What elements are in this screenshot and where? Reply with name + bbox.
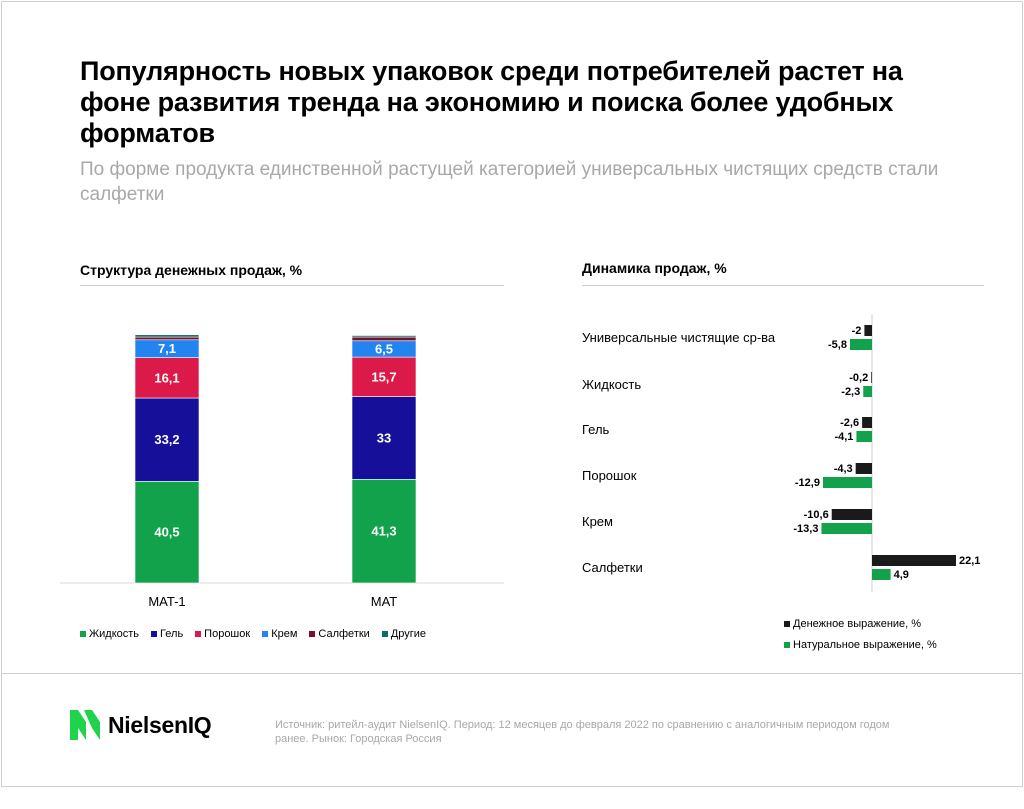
legend-label: Жидкость bbox=[89, 628, 140, 640]
dynamics-legend: Денежное выражение, % Натуральное выражен… bbox=[784, 618, 937, 651]
dynamics-bar bbox=[863, 386, 872, 397]
brand-name: NielsenIQ bbox=[108, 711, 212, 738]
dynamics-chart: -2 -5,8 -0,2 -2,3 -2,6 -4,1 -4,3 -12,9 -10,6 -13,… bbox=[793, 314, 980, 592]
dynamics-value-label: -2,6 bbox=[840, 417, 859, 429]
stack-value-label: 33,2 bbox=[154, 432, 179, 447]
legend-label: Порошок bbox=[204, 628, 251, 640]
stack-value-label: 7,1 bbox=[158, 341, 176, 356]
stack-value-label: 40,5 bbox=[154, 525, 179, 540]
legend-swatch bbox=[80, 631, 86, 637]
nielseniq-logo-icon bbox=[70, 710, 100, 740]
legend-swatch bbox=[381, 631, 388, 637]
stack-segment bbox=[134, 481, 200, 584]
dynamics-value-label: -2,3 bbox=[841, 386, 860, 398]
dynamics-value-label: 4,9 bbox=[894, 569, 909, 581]
dynamics-value-label: -4,1 bbox=[834, 431, 853, 443]
dynamics-bar bbox=[864, 325, 872, 336]
dynamics-chart-divider bbox=[582, 285, 984, 286]
y-category-label: Универсальные чистящие ср-ва bbox=[582, 330, 776, 345]
source-note: Источник: ритейл-аудит NielsenIQ. Период… bbox=[275, 719, 890, 745]
dynamics-bar bbox=[821, 523, 872, 534]
stack-segment bbox=[134, 334, 200, 338]
dynamics-value-label: -10,6 bbox=[804, 509, 829, 521]
stack-value-label: 41,3 bbox=[371, 524, 396, 539]
dynamics-value-label: -12,9 bbox=[795, 477, 820, 489]
legend-label: Гель bbox=[160, 628, 184, 640]
dynamics-chart-title: Динамика продаж, % bbox=[582, 260, 727, 276]
stack-segment bbox=[351, 396, 417, 480]
dynamics-value-label: -2 bbox=[852, 325, 862, 337]
legend-item: Порошок bbox=[195, 628, 250, 640]
y-category-label: Порошок bbox=[582, 468, 637, 483]
page: Популярность новых упаковок среди потреб… bbox=[1, 1, 1023, 787]
y-category-label: Салфетки bbox=[582, 560, 643, 575]
dynamics-value-label: -4,3 bbox=[834, 463, 853, 475]
structure-chart: 40,5 33,2 16,1 7,1 MAT-1 41,3 33 15,7 6,5 MAT bbox=[60, 334, 504, 609]
brand-logo: NielsenIQ bbox=[68, 708, 212, 742]
dynamics-bar bbox=[872, 569, 891, 580]
stack-segment bbox=[134, 357, 200, 399]
legend-swatch bbox=[262, 631, 269, 637]
dynamics-bar bbox=[822, 477, 872, 488]
dynamics-bar bbox=[856, 431, 872, 442]
dynamics-bar bbox=[871, 372, 873, 383]
legend-item: Гель bbox=[151, 628, 183, 640]
structure-legend: Жидкость Гель Порошок Крем Салфетки Другие bbox=[80, 628, 426, 640]
dynamics-bar bbox=[831, 509, 872, 520]
structure-chart-divider bbox=[80, 285, 504, 286]
dynamics-bar bbox=[849, 339, 872, 350]
legend-label: Другие bbox=[390, 628, 427, 640]
legend-item: Денежное выражение, % bbox=[784, 618, 937, 630]
legend-label: Салфетки bbox=[318, 628, 370, 640]
structure-chart-title: Структура денежных продаж, % bbox=[80, 262, 303, 278]
legend-label: Крем bbox=[271, 628, 298, 640]
legend-item: Натуральное выражение, % bbox=[784, 639, 937, 651]
dynamics-bar bbox=[855, 463, 872, 474]
stack-value-label: 6,5 bbox=[375, 341, 393, 356]
y-category-label: Крем bbox=[582, 514, 613, 529]
page-subtitle: По форме продукта единственной растущей … bbox=[80, 159, 939, 205]
legend-item: Крем bbox=[262, 628, 297, 640]
legend-swatch bbox=[784, 621, 790, 627]
legend-label: Натуральное выражение, % bbox=[793, 639, 937, 651]
stack-value-label: 33 bbox=[377, 430, 391, 445]
stack-segment bbox=[134, 397, 200, 482]
legend-swatch bbox=[195, 631, 202, 637]
stack-segment bbox=[351, 356, 417, 397]
dynamics-value-label: -5,8 bbox=[828, 339, 847, 351]
stack-value-label: 15,7 bbox=[371, 369, 396, 384]
dynamics-value-label: -0,2 bbox=[849, 372, 868, 384]
legend-item: Салфетки bbox=[309, 628, 370, 640]
dynamics-value-label: 22,1 bbox=[959, 555, 980, 567]
dynamics-bar bbox=[862, 417, 872, 428]
stack-segment bbox=[351, 335, 417, 338]
legend-swatch bbox=[151, 631, 158, 637]
legend-item: Жидкость bbox=[80, 628, 139, 640]
legend-label: Денежное выражение, % bbox=[793, 618, 922, 630]
stack-value-label: 16,1 bbox=[154, 370, 179, 385]
legend-swatch bbox=[309, 631, 316, 637]
x-tick-label: MAT bbox=[371, 594, 398, 609]
dynamics-value-label: -13,3 bbox=[793, 523, 818, 535]
page-title: Популярность новых упаковок среди потреб… bbox=[80, 56, 903, 148]
footer-divider bbox=[2, 673, 1022, 674]
y-category-label: Жидкость bbox=[582, 377, 642, 392]
y-category-label: Гель bbox=[582, 422, 610, 437]
legend-item: Другие bbox=[381, 628, 427, 640]
legend-swatch bbox=[784, 642, 790, 648]
dynamics-bar bbox=[872, 555, 956, 566]
x-tick-label: MAT-1 bbox=[148, 594, 185, 609]
